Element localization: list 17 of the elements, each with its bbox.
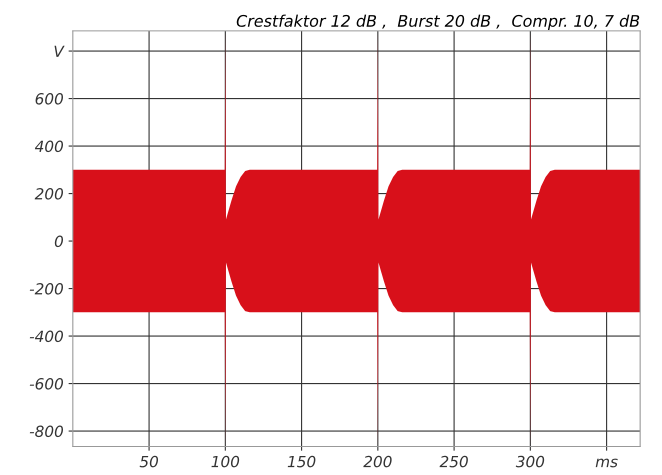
x-tick-label: 300 — [516, 456, 544, 468]
y-tick-label: 200 — [34, 188, 64, 200]
chart-title: Crestfaktor 12 dB , Burst 20 dB , Compr. 10, 7 dB — [236, 14, 640, 30]
y-tick-label: 600 — [36, 93, 64, 105]
y-tick-label: 0 — [54, 236, 64, 248]
x-tick-label: ms — [596, 458, 618, 468]
y-tick-label: -400 — [30, 330, 64, 342]
y-tick-label: -200 — [30, 283, 64, 295]
y-tick-label: V — [54, 46, 65, 57]
y-tick-label: 400 — [34, 140, 64, 152]
y-tick-label: -600 — [30, 378, 64, 390]
x-tick-label: 150 — [288, 456, 316, 468]
x-tick-label: 200 — [363, 456, 392, 468]
x-tick-label: 50 — [140, 456, 158, 468]
x-tick-label: 250 — [440, 456, 468, 468]
x-tick-label: 100 — [211, 456, 240, 468]
y-tick-label: -800 — [30, 426, 64, 438]
